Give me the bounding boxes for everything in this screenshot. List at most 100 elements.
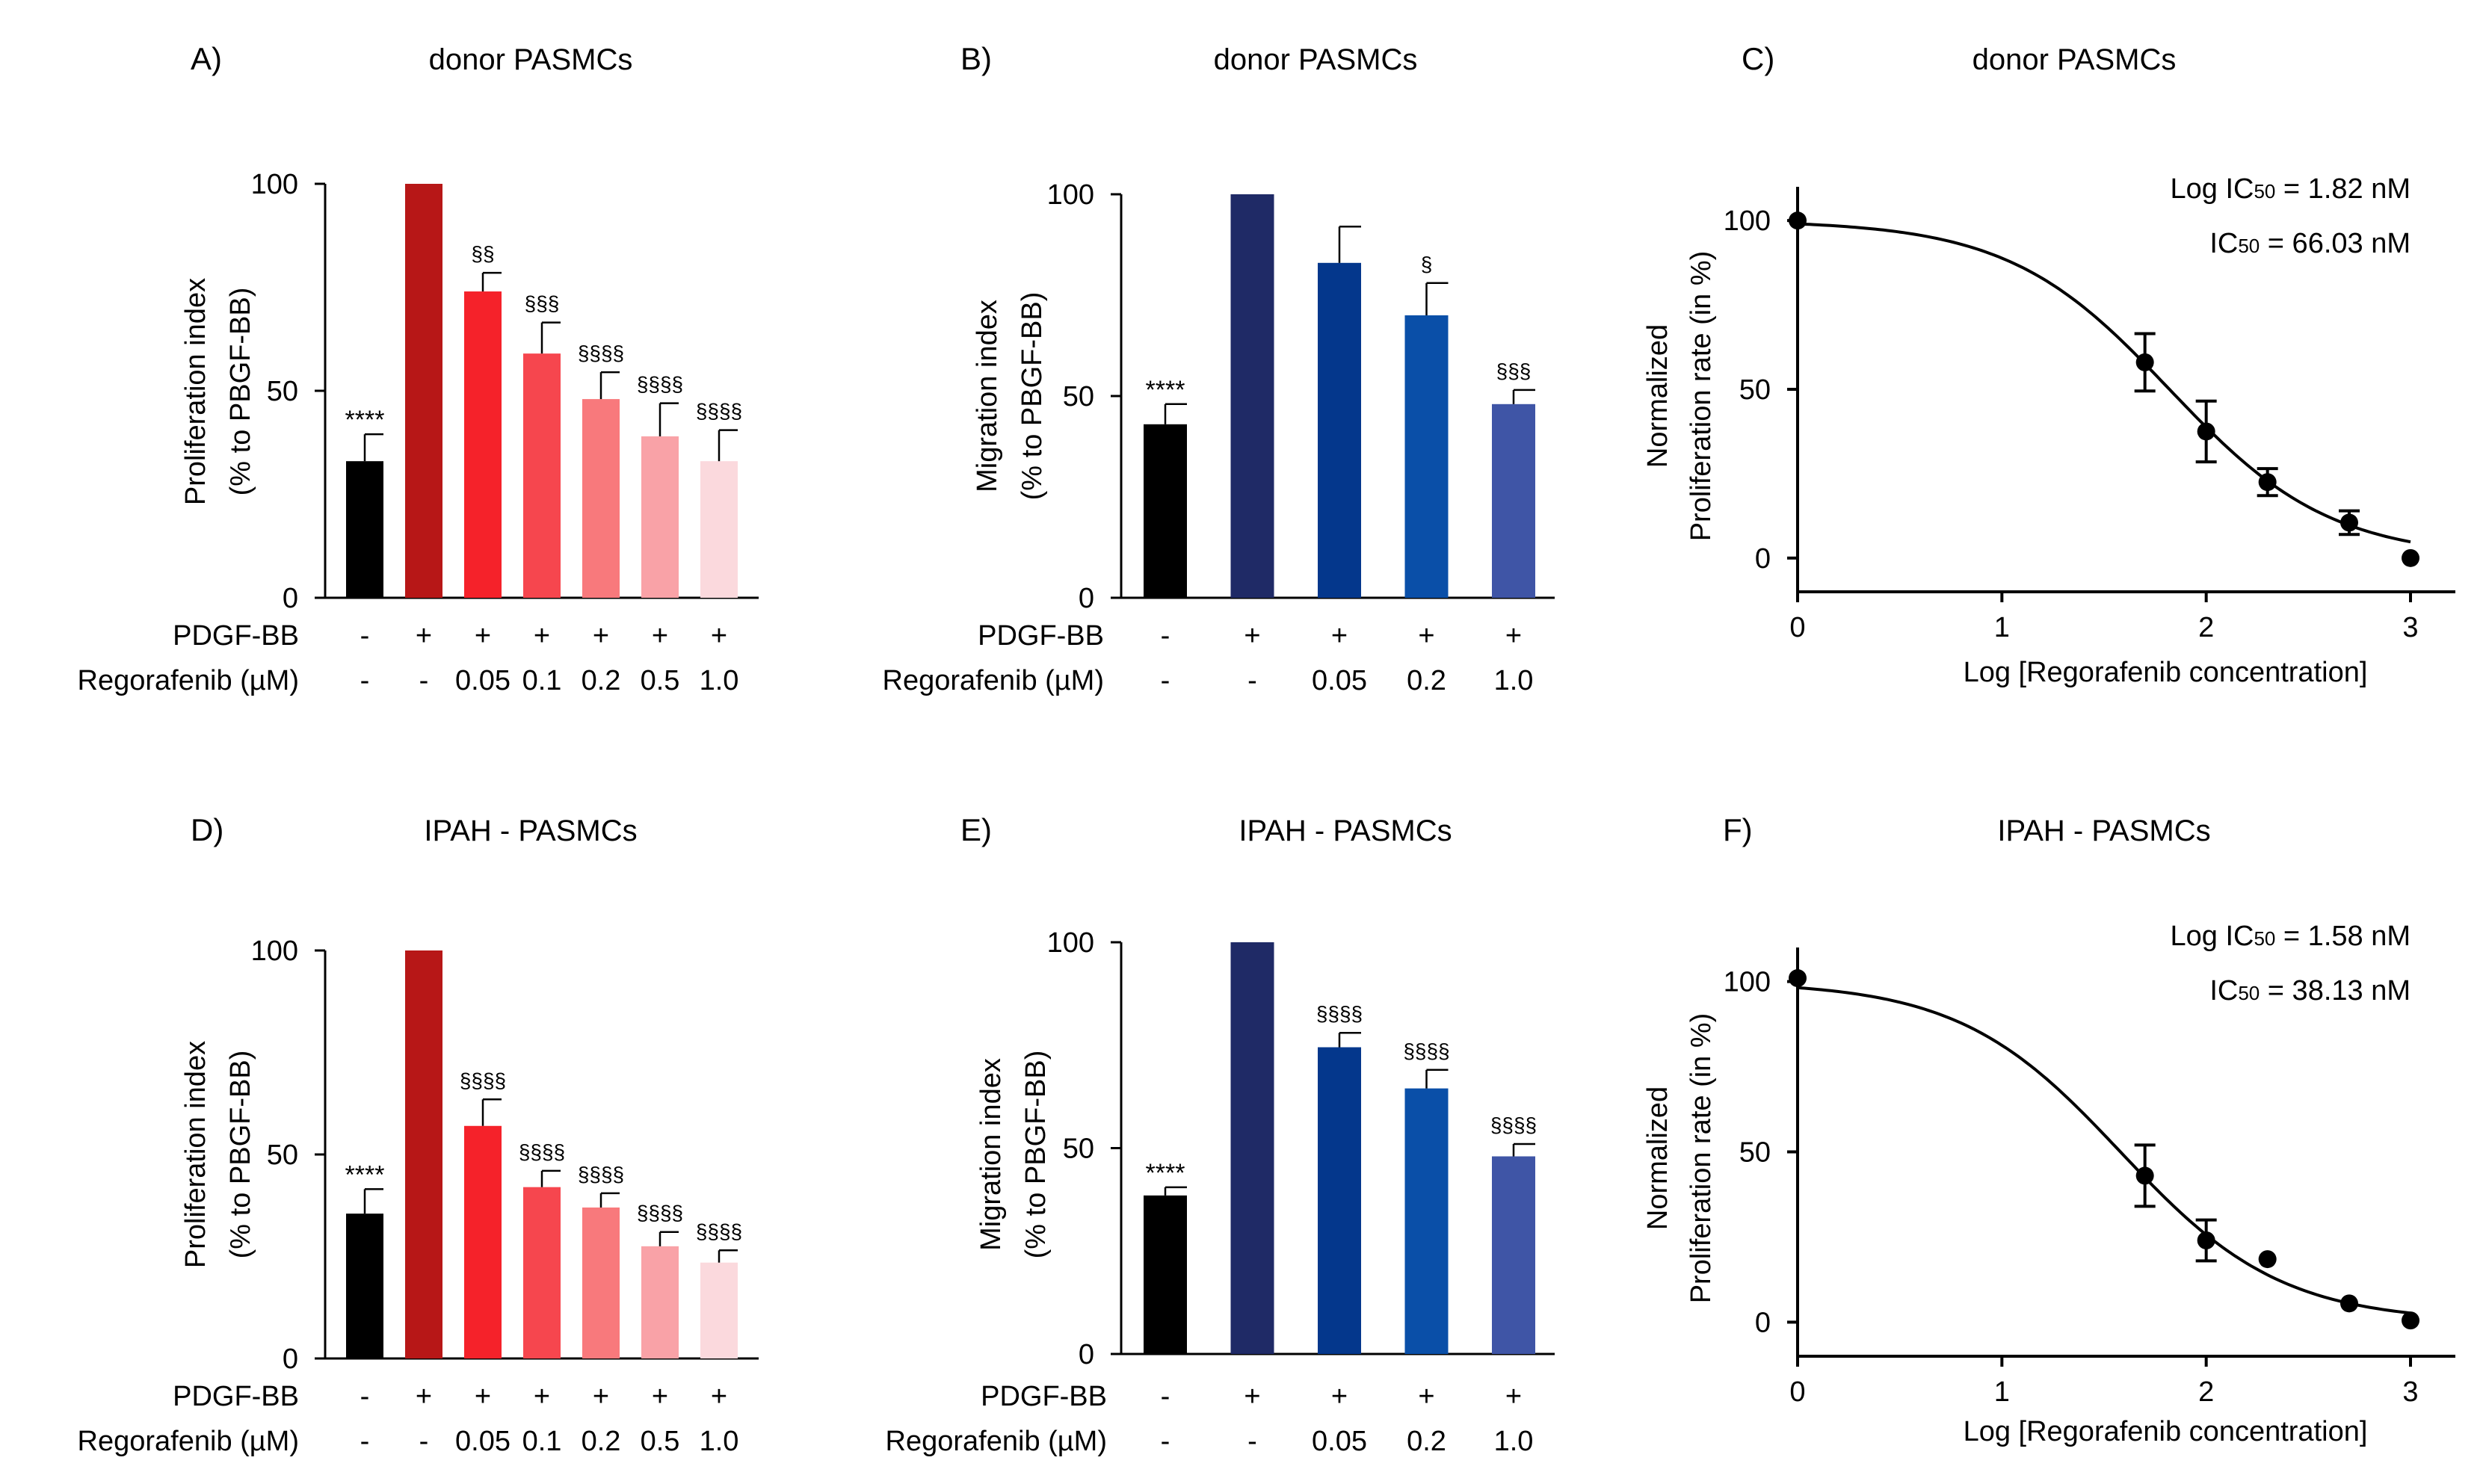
bar: [1492, 1156, 1535, 1354]
bar-panel-0: A) donor PASMCs Proliferation index (% to P…: [78, 41, 759, 696]
regorafenib-value: 1.0: [1494, 1426, 1534, 1457]
panel-title: donor PASMCs: [1214, 43, 1418, 76]
pdgf-value: -: [360, 620, 370, 652]
regorafenib-value: -: [419, 1426, 429, 1457]
panel-label: A): [191, 41, 222, 76]
fit-curve: [1797, 222, 2411, 544]
significance-stars: ****: [345, 1160, 385, 1189]
bar: [405, 184, 442, 598]
y-tick-label: 0: [283, 583, 298, 614]
panel-title: IPAH - PASMCs: [1997, 814, 2210, 847]
significance-marks: §§§§: [1490, 1113, 1537, 1137]
bar: [1404, 1088, 1449, 1354]
significance-marks: §§§§: [519, 1140, 565, 1163]
x-tick-label: 0: [1789, 1376, 1805, 1408]
y-axis-label-line: Proliferation rate (in %): [1685, 251, 1717, 542]
pdgf-value: +: [1505, 620, 1522, 652]
annotation-value: = 66.03 nM: [2260, 228, 2411, 259]
x-tick-label: 2: [2198, 612, 2214, 643]
data-point: [1789, 211, 1807, 230]
regorafenib-value: -: [419, 665, 429, 696]
pdgf-value: +: [1331, 620, 1348, 652]
significance-marks: §§§§: [696, 400, 742, 423]
y-axis-label-line: Proliferation index: [180, 1041, 212, 1268]
significance-marks: §§§§: [460, 1069, 506, 1092]
row-label-pdgf: PDGF-BB: [173, 1381, 299, 1412]
bar: [346, 461, 383, 598]
bar: [346, 1214, 383, 1358]
data-point: [2402, 548, 2419, 567]
regorafenib-value: 1.0: [700, 665, 739, 696]
y-axis-label-line: Normalized: [1642, 324, 1674, 468]
y-tick-label: 0: [1755, 1307, 1771, 1338]
pdgf-value: +: [1418, 1381, 1434, 1412]
regorafenib-value: 0.2: [1407, 1426, 1446, 1457]
pdgf-value: -: [360, 1381, 370, 1412]
y-tick-label: 50: [1063, 381, 1094, 412]
bar: [1318, 262, 1361, 598]
y-axis-label-line: (% to PBGF-BB): [1017, 292, 1048, 501]
row-label-pdgf: PDGF-BB: [978, 620, 1104, 652]
y-tick-label: 0: [1079, 1339, 1094, 1370]
significance-marks: §§§§: [1316, 1002, 1363, 1025]
pdgf-value: +: [475, 620, 491, 652]
y-tick-label: 100: [1047, 179, 1094, 211]
pdgf-value: +: [534, 1381, 550, 1412]
significance-marks: §§§§: [1403, 1039, 1449, 1063]
log-ic50-annotation: Log IC50 = 1.82 nM: [2170, 173, 2411, 205]
pdgf-value: +: [652, 620, 668, 652]
y-axis-label-line: Normalized: [1642, 1086, 1674, 1230]
row-label-regorafenib: Regorafenib (µM): [886, 1426, 1107, 1457]
bar-panel-4: E) IPAH - PASMCs Migration index (% to PBGF…: [886, 812, 1555, 1457]
significance-marks: §: [1421, 253, 1433, 276]
regorafenib-value: -: [360, 665, 370, 696]
y-tick-label: 50: [1739, 1137, 1771, 1169]
x-axis-label: Log [Regorafenib concentration]: [1964, 657, 2368, 688]
significance-marks: §§: [471, 242, 494, 265]
x-tick-label: 3: [2402, 612, 2418, 643]
panel-title: IPAH - PASMCs: [1239, 814, 1452, 847]
y-axis-label-line: Migration index: [972, 300, 1003, 492]
data-point: [2135, 1166, 2154, 1185]
data-point: [1789, 969, 1807, 988]
bar: [1492, 404, 1535, 598]
regorafenib-value: -: [1161, 1426, 1170, 1457]
annotation-subscript: 50: [2238, 235, 2260, 257]
pdgf-value: +: [1418, 620, 1434, 652]
panel-label: E): [960, 812, 992, 847]
y-tick-label: 0: [1079, 583, 1094, 614]
regorafenib-value: 0.05: [455, 665, 511, 696]
pdgf-value: +: [416, 1381, 432, 1412]
annotation-prefix: Log IC: [2170, 921, 2254, 952]
x-tick-label: 1: [1994, 1376, 2010, 1408]
panel-label: D): [191, 812, 223, 847]
regorafenib-value: 0.5: [641, 1426, 680, 1457]
bar: [1230, 942, 1274, 1354]
panel-title: donor PASMCs: [429, 43, 633, 76]
x-axis-label: Log [Regorafenib concentration]: [1964, 1416, 2368, 1447]
bar: [700, 1262, 738, 1358]
data-point: [2402, 1311, 2419, 1330]
pdgf-value: +: [711, 620, 727, 652]
regorafenib-value: 0.1: [522, 1426, 562, 1457]
pdgf-value: -: [1161, 1381, 1170, 1412]
regorafenib-value: 0.5: [641, 665, 680, 696]
regorafenib-value: 1.0: [700, 1426, 739, 1457]
bar-panel-1: B) donor PASMCs Migration index (% to PBGF-…: [883, 41, 1555, 696]
bar: [523, 353, 561, 598]
regorafenib-value: 0.1: [522, 665, 562, 696]
x-tick-label: 1: [1994, 612, 2010, 643]
significance-stars: ****: [1146, 1159, 1185, 1187]
pdgf-value: +: [593, 620, 609, 652]
row-label-pdgf: PDGF-BB: [173, 620, 299, 652]
panel-label: F): [1723, 812, 1753, 847]
data-point: [2197, 1231, 2215, 1250]
annotation-value: = 1.82 nM: [2275, 173, 2411, 205]
regorafenib-value: 0.05: [1312, 1426, 1367, 1457]
y-tick-label: 100: [1724, 205, 1771, 237]
panel-label: C): [1742, 41, 1774, 76]
annotation-subscript: 50: [2238, 982, 2260, 1004]
significance-stars: ****: [345, 406, 385, 434]
bar: [641, 1246, 679, 1358]
